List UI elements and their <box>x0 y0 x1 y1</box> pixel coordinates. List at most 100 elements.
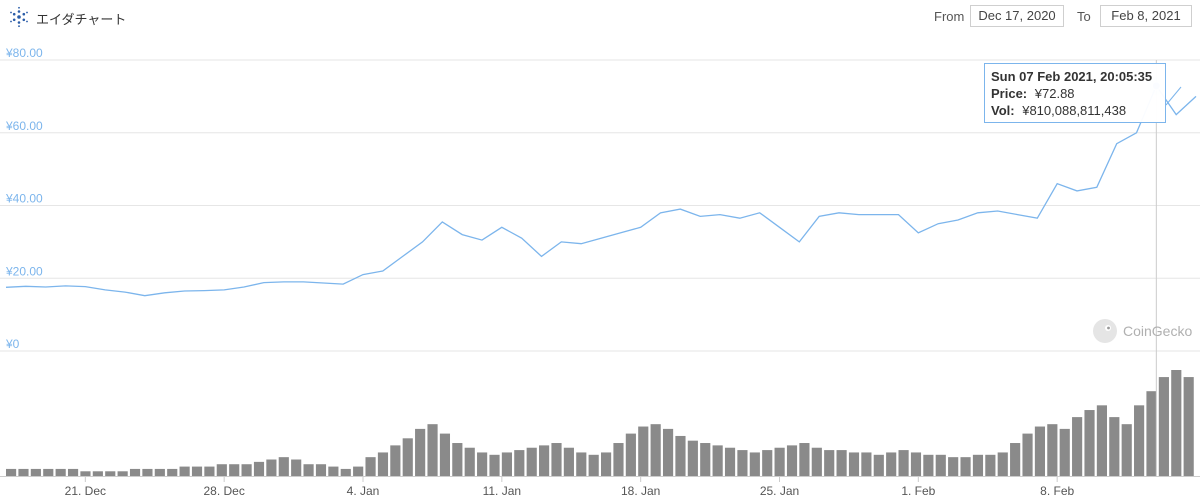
tooltip-vol-value: ¥810,088,811,438 <box>1021 103 1126 118</box>
volume-bar <box>948 457 959 476</box>
volume-bar <box>154 468 165 476</box>
volume-bar <box>873 454 884 476</box>
volume-bar <box>55 468 66 476</box>
volume-bar <box>117 471 128 476</box>
volume-bar <box>415 428 426 476</box>
volume-bar <box>1096 405 1107 476</box>
volume-bar <box>910 452 922 476</box>
volume-bar <box>1134 405 1145 476</box>
volume-bar <box>278 457 289 476</box>
to-date-input[interactable] <box>1100 5 1192 27</box>
volume-bar <box>1121 424 1132 476</box>
volume-bar <box>762 450 773 476</box>
volume-bar <box>1047 424 1058 476</box>
volume-bar <box>402 438 413 476</box>
volume-bar <box>898 450 909 476</box>
volume-bar <box>824 450 835 476</box>
volume-bar <box>1158 377 1169 476</box>
volume-bar <box>985 454 996 476</box>
volume-bar <box>1010 443 1021 476</box>
volume-bar <box>836 450 847 476</box>
volume-bar <box>1171 370 1182 476</box>
x-tick-label: 28. Dec <box>203 484 244 498</box>
coingecko-watermark: CoinGecko <box>1093 319 1192 343</box>
volume-bar <box>811 447 822 476</box>
watermark-text: CoinGecko <box>1123 323 1192 339</box>
volume-bar <box>786 445 798 476</box>
volume-bar <box>662 428 674 476</box>
volume-bar <box>30 468 41 476</box>
volume-bar <box>1022 433 1033 476</box>
volume-bar <box>216 464 227 476</box>
volume-bar <box>588 454 599 476</box>
volume-bar <box>737 450 748 476</box>
volume-bar <box>613 443 624 476</box>
volume-bar <box>377 452 389 476</box>
volume-bar <box>539 445 550 476</box>
x-tick-label: 18. Jan <box>621 484 660 498</box>
volume-bar <box>179 466 190 476</box>
volume-bar <box>1072 417 1083 476</box>
x-tick-label: 21. Dec <box>65 484 106 498</box>
to-label: To <box>1077 9 1091 24</box>
volume-bar <box>253 461 265 476</box>
volume-bar <box>191 466 203 476</box>
tooltip-box <box>984 63 1166 123</box>
x-tick-label: 25. Jan <box>760 484 799 498</box>
tooltip-vol-label: Vol: <box>991 103 1015 118</box>
volume-bar <box>997 452 1008 476</box>
volume-bar <box>105 471 116 476</box>
volume-bar <box>1183 377 1194 476</box>
y-tick-label: ¥60.00 <box>5 119 43 133</box>
volume-bar <box>625 433 636 476</box>
from-date-input[interactable] <box>970 5 1064 27</box>
volume-bar <box>43 468 54 476</box>
volume-bar <box>650 424 661 476</box>
volume-bar <box>960 457 971 476</box>
x-tick-label: 4. Jan <box>347 484 380 498</box>
volume-bar <box>886 452 897 476</box>
volume-bar <box>464 447 475 476</box>
volume-bar <box>80 471 91 476</box>
volume-bar <box>1059 428 1070 476</box>
volume-bar <box>340 468 351 476</box>
volume-bar <box>167 468 178 476</box>
volume-bar <box>427 424 438 476</box>
volume-bar <box>303 464 314 476</box>
volume-bar <box>328 466 339 476</box>
x-tick-label: 1. Feb <box>901 484 935 498</box>
volume-bar <box>861 452 872 476</box>
volume-bar <box>291 459 302 476</box>
volume-bar <box>601 452 612 476</box>
x-tick-label: 11. Jan <box>483 484 521 498</box>
y-tick-label: ¥0 <box>5 337 20 351</box>
volume-bar <box>1034 426 1046 476</box>
volume-bar <box>972 454 984 476</box>
volume-bar <box>241 464 252 476</box>
volume-bar <box>129 468 141 476</box>
volume-bar <box>365 457 376 476</box>
chart-header: エイダチャート From To <box>0 0 1200 34</box>
svg-text:Price: ¥72.88: Price: ¥72.88 <box>991 86 1075 101</box>
volume-bar <box>675 435 686 476</box>
volume-bar <box>923 454 934 476</box>
price-line <box>5 84 1197 297</box>
y-tick-label: ¥80.00 <box>5 46 43 60</box>
svg-text:Vol: ¥810,088,811,438: Vol: ¥810,088,811,438 <box>991 103 1126 118</box>
volume-bar <box>526 447 537 476</box>
volume-bar <box>6 468 17 476</box>
volume-bar <box>477 452 488 476</box>
volume-bar <box>452 443 463 476</box>
volume-bar <box>563 447 574 476</box>
volume-bar <box>1084 410 1095 476</box>
volume-bar <box>774 447 785 476</box>
volume-bar <box>935 454 946 476</box>
chart-title: エイダチャート <box>36 12 127 27</box>
volume-bar <box>489 454 500 476</box>
volume-bar <box>204 466 215 476</box>
volume-bar <box>390 445 401 476</box>
volume-bar <box>576 452 587 476</box>
volume-bar <box>848 452 860 476</box>
volume-bar <box>700 443 711 476</box>
